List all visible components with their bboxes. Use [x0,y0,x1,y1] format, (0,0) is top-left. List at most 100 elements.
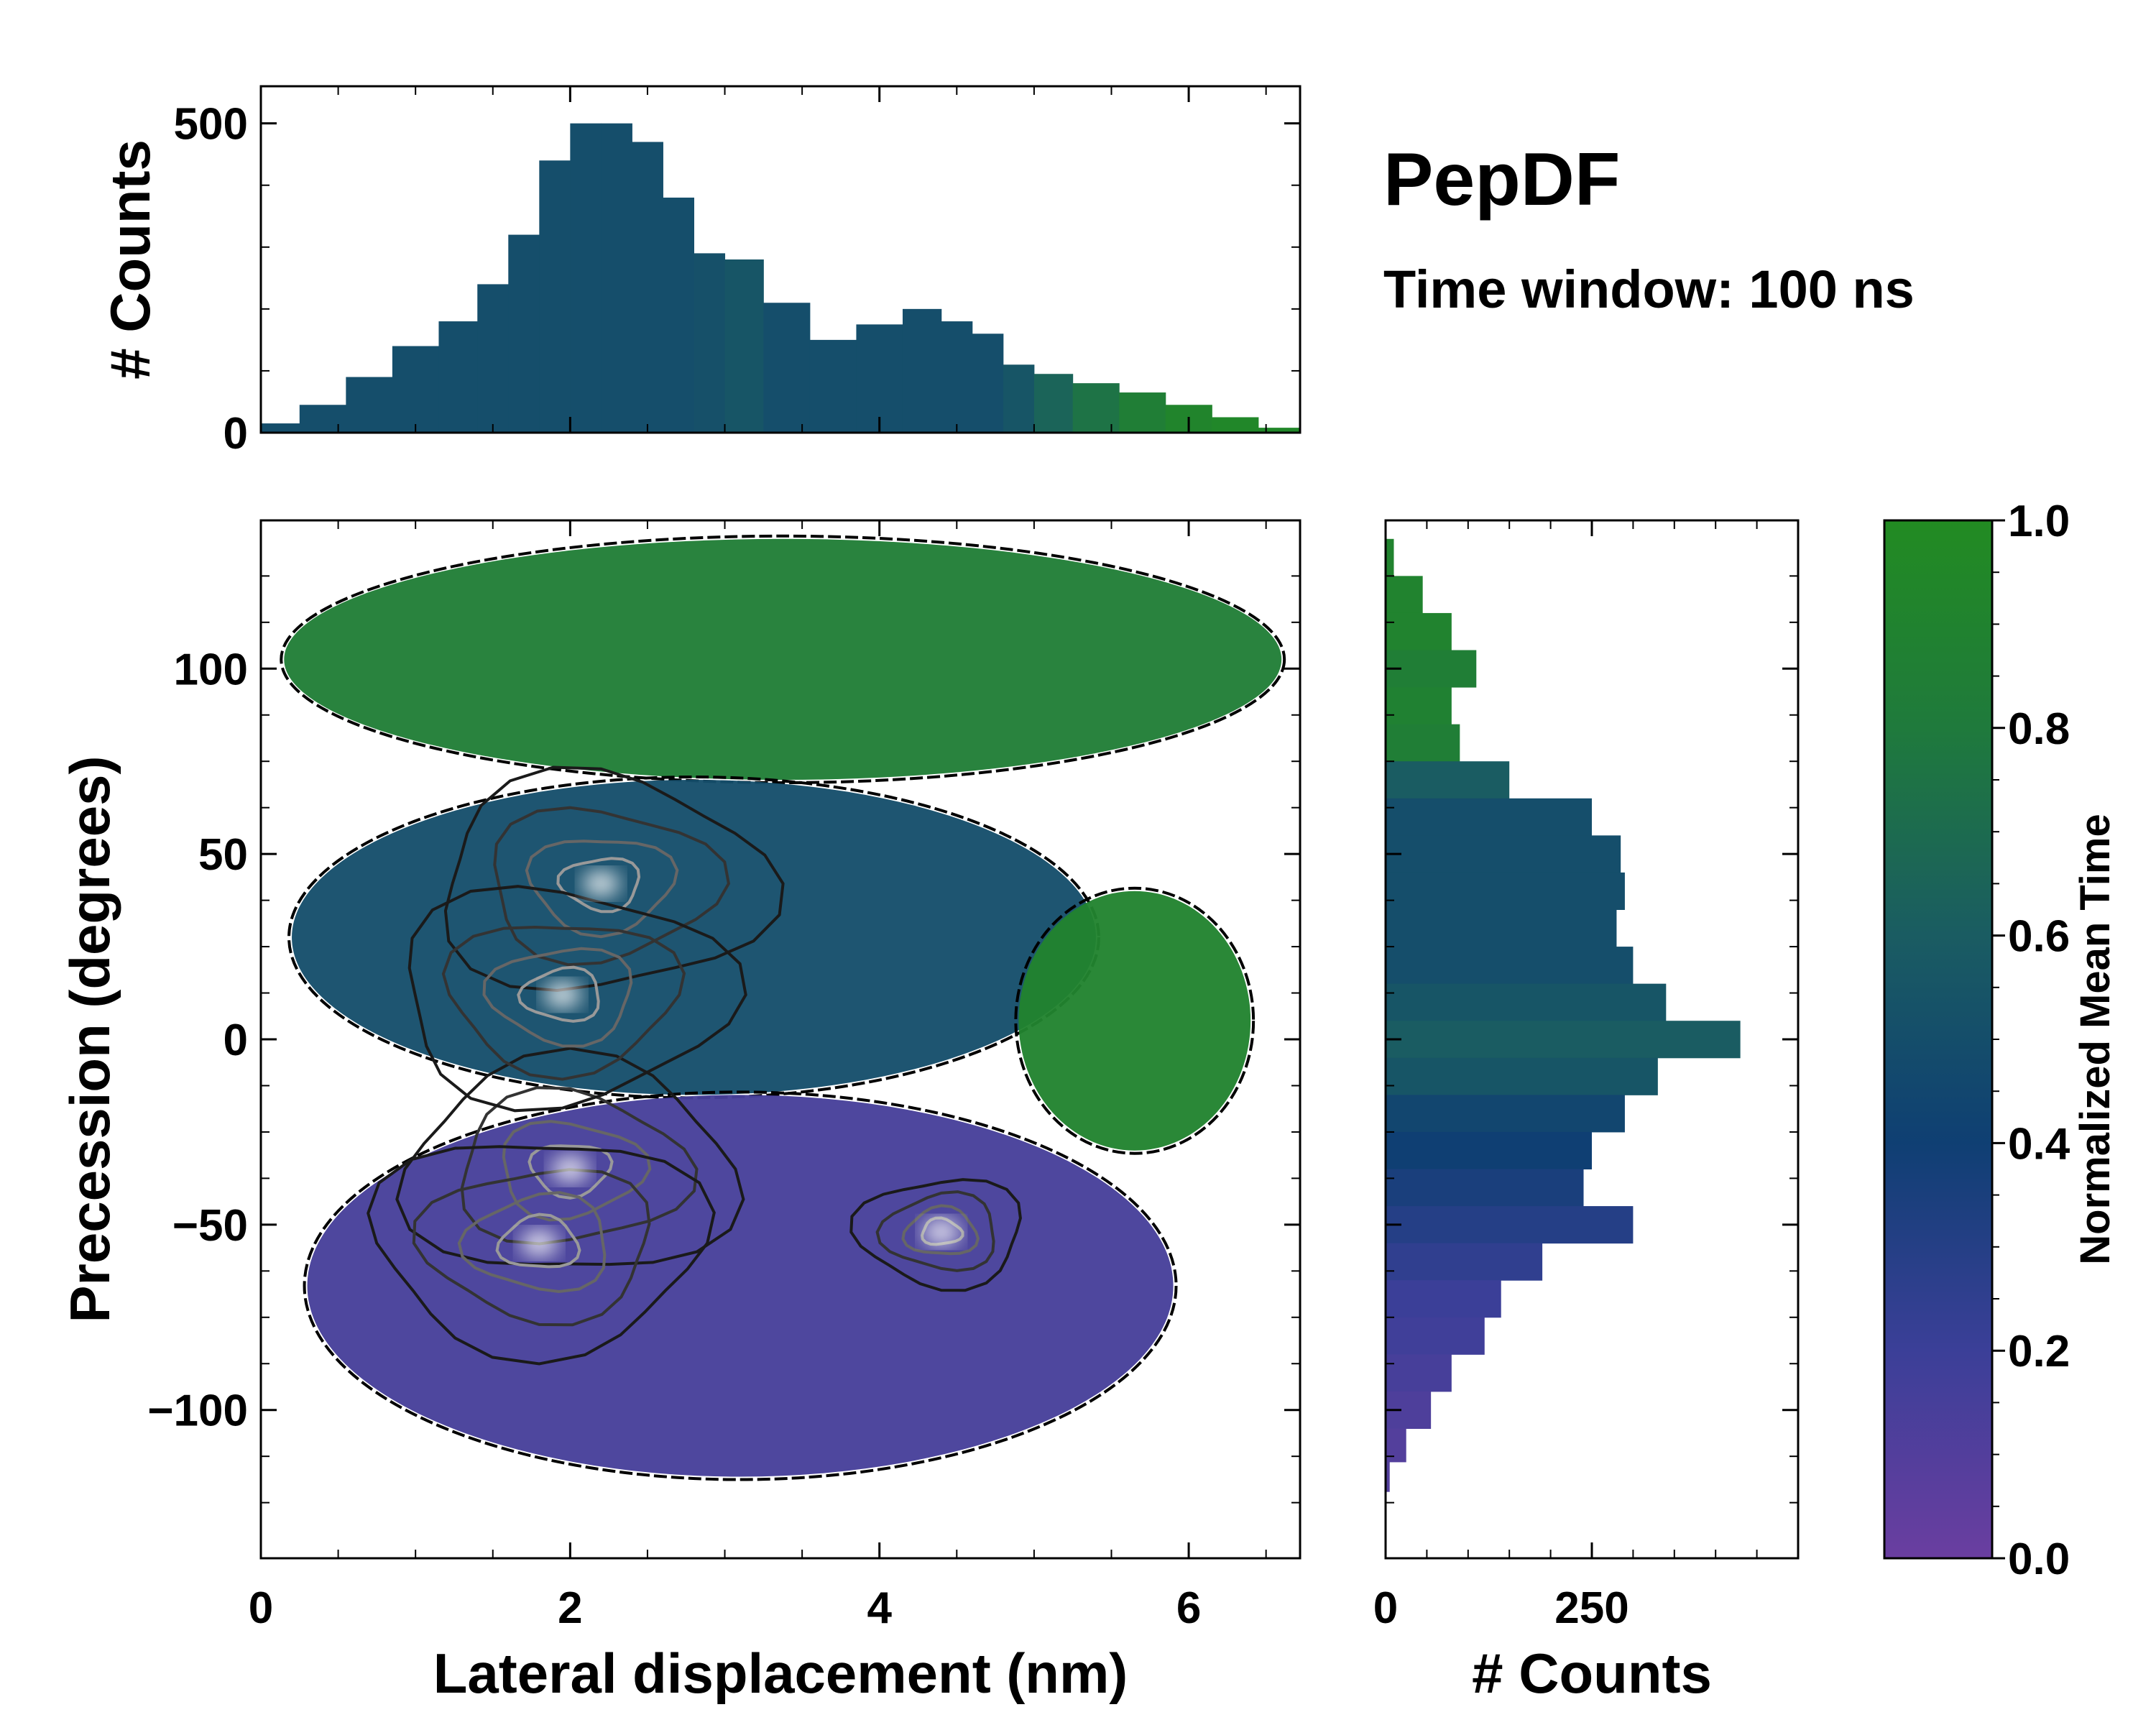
right-bar-14 [1386,1057,1658,1095]
joint-heatmap-regions [280,534,1286,1481]
top-bar-20 [1003,364,1035,433]
top-ytick-label-1: 500 [174,100,248,150]
top-bar-23 [1119,392,1166,433]
top-bar-21 [1033,374,1074,433]
heatmap-region-central [292,780,1096,1095]
right-histogram-xlabel: # Counts [1472,1642,1712,1705]
joint-ytick-label-1: −50 [172,1201,248,1251]
right-bar-12 [1386,983,1667,1021]
joint-ytick-label-3: 50 [198,830,248,880]
top-bar-19 [972,334,1004,433]
heatmap-region-upper [284,538,1282,780]
top-bar-1 [299,405,346,433]
density-contour-2-2 [482,947,633,1048]
right-bar-1 [1386,576,1423,614]
top-histogram: 0 500 # Counts [98,85,1302,459]
figure-subtitle: Time window: 100 ns [1383,259,1915,319]
right-bar-18 [1386,1206,1634,1244]
joint-ytick-label-2: 0 [224,1016,248,1065]
right-bar-0 [1386,538,1394,576]
top-ytick-label-0: 0 [224,409,248,459]
joint-ytick-label-0: −100 [147,1386,248,1436]
top-bar-14 [763,303,811,433]
density-contour-3-2 [457,1191,607,1294]
colorbar-tick-label-1: 0.2 [2008,1327,2070,1376]
right-bar-20 [1386,1280,1501,1318]
density-contour-4-1 [875,1190,995,1272]
joint-xtick-label-1: 2 [558,1583,582,1633]
top-bar-13 [724,259,764,433]
density-contour-4-2 [901,1204,980,1256]
right-bar-5 [1386,724,1460,762]
figure-title: PepDF [1383,138,1620,221]
heatmap-region-right-lobe [1018,891,1251,1151]
density-peak-2 [543,982,581,1008]
density-contour-1-0 [443,765,785,993]
top-bar-8 [570,123,602,433]
top-bar-7 [539,160,571,433]
top-bar-6 [508,234,540,433]
right-bar-9 [1386,872,1625,910]
joint-xtick-label-2: 4 [867,1583,892,1633]
top-bar-0 [261,423,300,433]
outer-contour-right-lobe [1014,886,1256,1155]
right-bar-4 [1386,687,1452,725]
right-bar-15 [1386,1095,1625,1133]
right-xtick-label-0: 0 [1373,1583,1398,1633]
density-contour-4-0 [849,1178,1022,1292]
outer-contour-lower [303,1090,1178,1481]
top-histogram-ticks: 0 500 [174,86,1300,459]
top-bar-22 [1072,383,1120,433]
top-bar-2 [346,377,393,433]
density-contour-0-0 [395,1046,745,1266]
top-bar-3 [392,346,439,433]
top-bar-18 [941,321,973,433]
top-bar-4 [438,321,478,433]
right-histogram-bars [1386,538,1741,1492]
right-bar-11 [1386,947,1634,985]
right-bar-6 [1386,761,1510,799]
colorbar-ticks: 0.0 0.2 0.4 0.6 0.8 1.0 [1992,497,2070,1584]
top-bar-16 [856,324,903,433]
density-contour-3-0 [367,1145,716,1366]
density-peak-4 [922,1219,960,1246]
density-peak-0 [551,1156,589,1182]
density-peak-1 [582,870,620,897]
joint-xtick-label-0: 0 [249,1583,273,1633]
joint-plot-ticks: 0 2 4 6 −100 −50 0 50 100 [147,520,1300,1633]
density-contour-2-0 [407,885,747,1113]
joint-density-peaks [520,870,960,1256]
joint-density-contours [367,765,1022,1366]
colorbar-bar [1883,519,1994,1560]
joint-ytick-label-4: 100 [174,645,248,694]
right-bar-22 [1386,1354,1452,1392]
density-contour-0-1 [460,1086,699,1246]
heatmap-region-lower [307,1095,1174,1477]
colorbar-tick-label-5: 1.0 [2008,497,2070,546]
top-histogram-ylabel: # Counts [98,139,162,380]
density-contour-0-3 [528,1144,614,1200]
density-contour-3-1 [412,1168,651,1327]
colorbar-label: Normalized Mean Time [2072,814,2119,1264]
joint-xlabel: Lateral displacement (nm) [433,1642,1128,1705]
right-bar-8 [1386,835,1621,873]
density-contour-3-3 [495,1213,581,1269]
right-bar-2 [1386,612,1452,650]
joint-ylabel: Precession (degrees) [58,755,121,1322]
right-xtick-label-1: 250 [1554,1583,1628,1633]
joint-plot: 0 2 4 6 −100 −50 0 50 100 Lateral displacement (… [58,519,1302,1705]
top-bar-5 [477,284,509,433]
right-bar-24 [1386,1428,1406,1463]
top-bar-10 [632,142,663,433]
joint-xtick-label-3: 6 [1176,1583,1201,1633]
colorbar-tick-label-2: 0.4 [2008,1119,2070,1169]
top-bar-26 [1258,428,1300,433]
right-bar-10 [1386,909,1617,947]
density-peak-3 [520,1230,558,1256]
density-contour-2-3 [517,965,600,1023]
right-bar-16 [1386,1131,1592,1169]
right-bar-25 [1386,1461,1390,1492]
right-histogram-ticks: 0 250 [1373,520,1798,1633]
density-contour-1-2 [525,840,679,939]
